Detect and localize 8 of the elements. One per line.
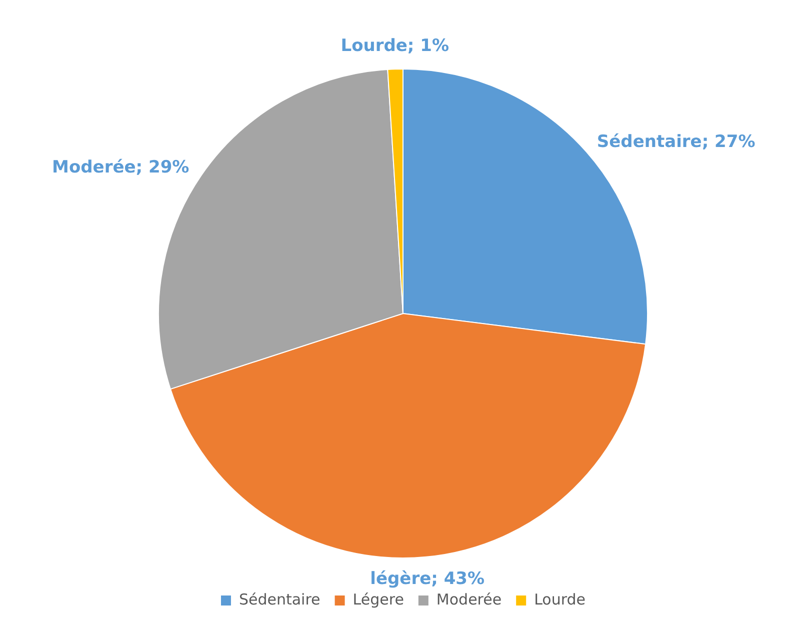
data-label: légère; 43%	[370, 568, 485, 589]
data-label: Moderée; 29%	[52, 158, 190, 178]
data-label: Lourde; 1%	[340, 36, 450, 56]
legend-label: Sédentaire	[238, 590, 320, 608]
legend-label: Légere	[352, 590, 404, 608]
legend-label: Moderée	[436, 590, 502, 608]
legend-label: Lourde	[534, 590, 586, 608]
data-label: Sédentaire; 27%	[596, 132, 756, 152]
